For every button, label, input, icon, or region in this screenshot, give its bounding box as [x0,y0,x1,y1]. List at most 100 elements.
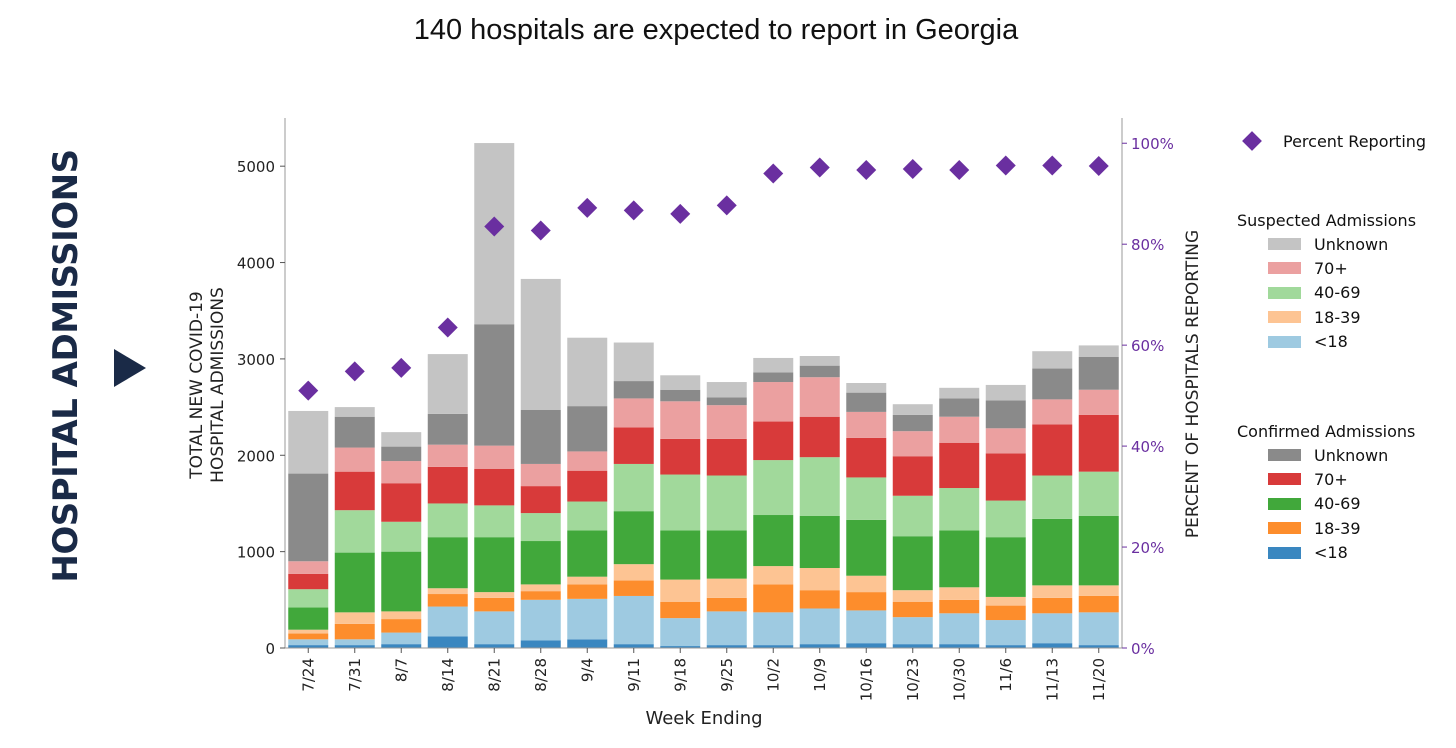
percent-reporting-point [902,158,923,179]
bar-segment [660,389,701,402]
bar-segment [427,588,468,595]
y2-tick-label: 80% [1131,236,1164,254]
bar-segment [706,438,747,476]
bar-segment [753,460,794,516]
percent-reporting-point [856,159,877,180]
x-tick-label: 8/7 [392,658,410,682]
bar-segment [939,416,980,443]
bar-segment [985,620,1026,646]
bar-segment [613,342,654,382]
bar-segment [706,405,747,439]
bar-segment [1032,368,1073,400]
x-tick-label: 10/16 [857,658,875,701]
bar-segment [1032,613,1073,644]
x-tick-label: 8/14 [439,658,457,692]
x-axis-title: Week Ending [645,708,762,729]
bar-segment [567,639,608,648]
bar-segment [1032,643,1073,648]
bar-segment [753,357,794,373]
bar-segment [939,387,980,399]
bar-segment [474,505,515,538]
bar-segment [1032,399,1073,425]
bar-segment [288,629,329,634]
bar-segment [892,644,933,648]
bar-segment [939,613,980,645]
bar-segment [660,530,701,580]
bar-segment [288,645,329,648]
bar-segment [660,438,701,475]
x-tick-label: 11/6 [997,658,1015,692]
legend-item: Unknown [1268,444,1388,466]
percent-reporting-point [809,157,830,178]
bar-segment [334,623,375,640]
legend-swatch [1268,311,1301,324]
bar-segment [985,605,1026,621]
bar-segment [799,515,840,569]
bar-segment [613,463,654,512]
bar-segment [706,530,747,579]
bar-segment [753,566,794,585]
bar-segment [288,561,329,574]
bar-segment [381,461,422,484]
bar-segment [334,407,375,417]
bar-segment [427,354,468,414]
legend-heading-suspected: Suspected Admissions [1237,211,1417,230]
y2-tick-label: 0% [1131,640,1155,658]
y-tick-label: 1000 [237,544,275,562]
y-tick-label: 3000 [237,351,275,369]
legend-swatch [1268,335,1301,348]
x-tick-label: 10/9 [811,658,829,692]
bar-segment [1032,424,1073,476]
bar-segment [660,401,701,439]
bar-segment [613,511,654,565]
bar-segment [985,500,1026,538]
legend-swatch [1268,238,1301,250]
bar-segment [520,278,561,410]
bar-segment [660,601,701,619]
bar-segment [985,428,1026,454]
bar-segment [939,530,980,588]
bar-segment [334,471,375,511]
bar-segment [939,488,980,531]
bar-segment [427,594,468,607]
bar-segment [567,584,608,599]
bar-segment [846,392,887,412]
bar-segment [985,596,1026,606]
bar-segment [381,611,422,620]
bar-segment [799,568,840,591]
bar-segment [846,575,887,593]
bar-segment [474,468,515,506]
bar-segment [939,644,980,648]
legend-label: Unknown [1314,234,1389,254]
bar-segment [753,584,794,613]
bar-segment [939,442,980,489]
bar-segment [288,589,329,608]
legend-item: 40-69 [1268,282,1361,304]
x-tick-label: 10/23 [904,658,922,701]
bar-segment [381,483,422,522]
percent-reporting-point [670,203,691,224]
bar-segment [985,645,1026,648]
section-arrow-icon [114,349,146,387]
legend-label: <18 [1314,543,1348,563]
legend-label: 70+ [1314,258,1348,278]
percent-reporting-point [484,216,505,237]
bar-segment [381,551,422,612]
bar-segment [1032,585,1073,598]
bar-segment [799,365,840,378]
bar-segment [939,599,980,614]
bar-segment [381,644,422,648]
bar-segment [567,598,608,640]
bar-segment [1078,595,1119,613]
bar-segment [753,645,794,648]
bar-segment [288,607,329,630]
y2-tick-label: 60% [1131,337,1164,355]
bar-segment [381,619,422,633]
y-tick-label: 0 [265,640,275,658]
bar-segment [660,646,701,648]
bar-segment [427,503,468,538]
page-title: 140 hospitals are expected to report in … [413,14,1019,46]
bar-segment [427,444,468,467]
bar-segment [334,416,375,448]
bar-segment [892,601,933,618]
